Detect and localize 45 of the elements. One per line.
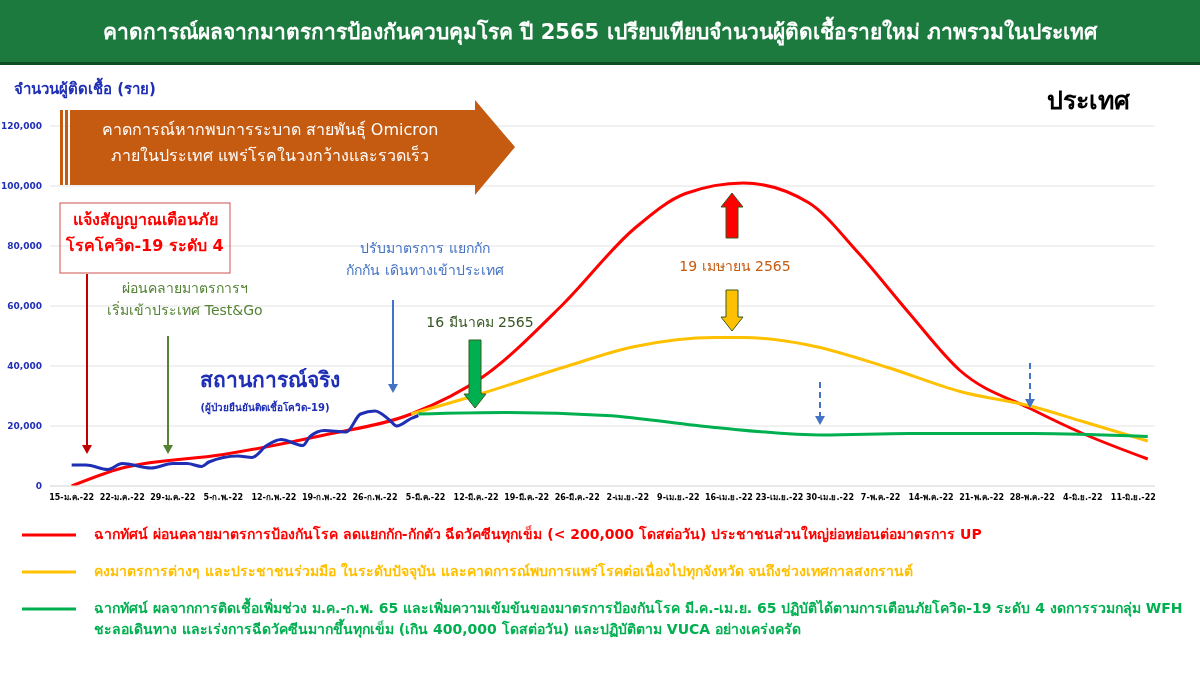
x-tick-label: 21-พ.ค.-22 (959, 492, 1005, 502)
y-tick-label: 100,000 (1, 181, 42, 192)
legend-label: ฉากทัศน์ ผ่อนคลายมาตรการป้องกันโรค ลดแยกกัก-กักตัว ฉีดวัคซีนทุกเข็ม (< 200,000 โดสต่อวัน) ประชาชนส่วนใหญ่ย่อหย่อนต่อมาตรการ UP (94, 524, 982, 545)
x-tick-label: 23-เม.ย.-22 (755, 492, 804, 502)
annotation: 16 มีนาคม 2565 (425, 313, 535, 332)
x-tick-label: 29-ม.ค.-22 (150, 492, 196, 502)
line-series (416, 411, 1150, 438)
x-tick-label: 7-พ.ค.-22 (860, 492, 901, 502)
x-tick-label: 11-มิ.ย.-22 (1110, 492, 1156, 502)
chart-subtitle: ประเทศ (1047, 85, 1130, 117)
y-tick-label: 120,000 (1, 121, 42, 132)
x-tick-label: 19-มี.ค.-22 (504, 491, 550, 502)
y-tick-label: 40,000 (7, 361, 42, 372)
y-tick-label: 0 (35, 481, 42, 492)
legend-label: คงมาตรการต่างๆ และประชาชนร่วมมือ ในระดับปัจจุบัน และคาดการณ์พบการแพร่โรคต่อเนื่องไปทุกจังหวัด จนถึงช่วงเทศกาลสงกรานต์ (94, 561, 914, 582)
x-tick-label: 4-มิ.ย.-22 (1063, 492, 1103, 502)
x-tick-label: 16-เม.ย.-22 (704, 492, 753, 502)
legend-label: ฉากทัศน์ ผลจากการติดเชื้อเพิ่มช่วง ม.ค.-ก.พ. 65 และเพิ่มความเข้มข้นของมาตรการป้องกันโรค มี.ค.-เม.ย. 65 ปฏิบัติได้ตามการเตือนภัยโควิด-19 ระดับ 4 งดการรวมกลุ่ม WFH ชะลอเดินทาง และเร่งการฉีดวัคซีนมากขึ้นทุกเข็ม (เกิน 400,000 โดสต่อวัน) และปฏิบัติตาม VUCA อย่างเคร่งครัด (94, 598, 1184, 640)
x-tick-label: 12-มี.ค.-22 (453, 491, 499, 502)
annotation: ปรับมาตรการ แยกกัก กักกัน เดินทางเข้าประเทศ (345, 239, 505, 281)
x-tick-label: 2-เม.ย.-22 (606, 492, 649, 502)
annotation: สถานการณ์จริง (199, 367, 341, 394)
x-tick-label: 5-มี.ค.-22 (405, 491, 446, 502)
y-tick-label: 80,000 (7, 241, 42, 252)
x-tick-label: 12-ก.พ.-22 (251, 492, 297, 502)
x-tick-label: 30-เม.ย.-22 (806, 492, 854, 502)
annotation: ผ่อนคลายมาตรการฯ เริ่มเข้าประเทศ Test&Go (106, 279, 264, 321)
chart-title: คาดการณ์ผลจากมาตรการป้องกันควบคุมโรค ปี 2565 เปรียบเทียบจำนวนผู้ติดเชื้อรายใหม่ ภาพรวมในประเทศ (0, 0, 1200, 65)
line-series (409, 336, 1150, 443)
annotation: แจ้งสัญญาณเตือนภัย โรคโควิด-19 ระดับ 4 (65, 209, 225, 257)
x-tick-label: 15-ม.ค.-22 (49, 492, 95, 502)
x-tick-label: 19-ก.พ.-22 (301, 492, 347, 502)
x-tick-label: 9-เม.ย.-22 (657, 492, 700, 502)
annotation: (ผู้ป่วยยืนยันติดเชื้อโควิด-19) (199, 400, 331, 416)
x-tick-label: 14-พ.ค.-22 (908, 492, 954, 502)
y-tick-label: 60,000 (7, 301, 42, 312)
x-tick-label: 26-มี.ค.-22 (554, 491, 600, 502)
x-tick-label: 5-ก.พ.-22 (203, 492, 244, 502)
y-axis-title: จำนวนผู้ติดเชื้อ (ราย) (14, 77, 156, 101)
x-tick-label: 26-ก.พ.-22 (352, 492, 398, 502)
x-tick-label: 22-ม.ค.-22 (99, 492, 145, 502)
y-tick-label: 20,000 (7, 421, 42, 432)
annotation: 19 เมษายน 2565 (678, 257, 792, 276)
annotation: คาดการณ์หากพบการระบาด สายพันธุ์ Omicron ภายในประเทศ แพร่โรคในวงกว้างและรวดเร็ว (100, 119, 440, 167)
x-tick-label: 28-พ.ค.-22 (1009, 492, 1055, 502)
